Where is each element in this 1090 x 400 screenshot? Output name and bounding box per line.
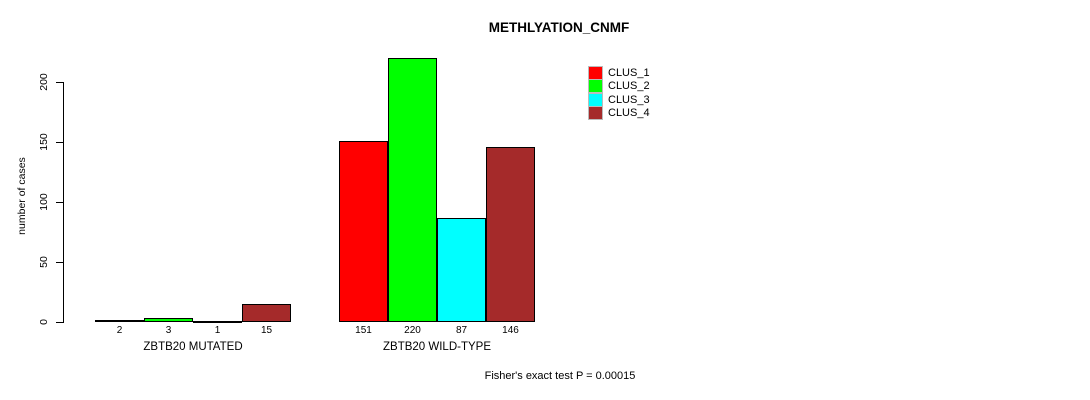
legend-label: CLUS_3	[608, 93, 650, 106]
bar-clus_2-wildtype	[388, 58, 437, 322]
bar-value-label: 2	[116, 325, 123, 336]
legend-swatch	[588, 92, 603, 107]
legend-item-clus_1: CLUS_1	[588, 65, 650, 80]
bar-value-label: 1	[214, 325, 221, 336]
y-tick-label: 100	[38, 193, 50, 211]
legend-label: CLUS_2	[608, 80, 650, 93]
y-tick	[56, 262, 63, 263]
legend-swatch	[588, 79, 603, 94]
legend-item-clus_3: CLUS_3	[588, 92, 650, 107]
group-label: ZBTB20 WILD-TYPE	[383, 341, 491, 353]
legend-label: CLUS_1	[608, 66, 650, 79]
legend-item-clus_4: CLUS_4	[588, 106, 650, 121]
legend-swatch	[588, 106, 603, 121]
bar-value-label: 146	[502, 325, 519, 336]
y-tick-label: 150	[38, 133, 50, 151]
legend-swatch	[588, 65, 603, 80]
y-tick	[56, 202, 63, 203]
bar-value-label: 87	[455, 325, 468, 336]
y-tick	[56, 322, 63, 323]
y-axis-label: number of cases	[16, 157, 28, 235]
legend-item-clus_2: CLUS_2	[588, 79, 650, 94]
bar-clus_3-wildtype	[437, 218, 486, 322]
legend-label: CLUS_4	[608, 107, 650, 120]
bar-clus_1-wildtype	[339, 141, 388, 322]
bar-clus_4-mutated	[242, 304, 291, 322]
chart-title: METHLYATION_CNMF	[488, 20, 630, 35]
bar-clus_3-mutated	[193, 321, 242, 323]
bar-value-label: 15	[260, 325, 273, 336]
bar-clus_1-mutated	[95, 320, 144, 322]
bar-value-label: 151	[355, 325, 372, 336]
y-tick-label: 50	[38, 256, 50, 268]
bar-value-label: 220	[404, 325, 421, 336]
bar-clus_4-wildtype	[486, 147, 535, 322]
y-tick	[56, 142, 63, 143]
bar-value-label: 3	[165, 325, 172, 336]
bar-clus_2-mutated	[144, 318, 193, 322]
y-tick	[56, 82, 63, 83]
y-axis-line	[63, 82, 64, 323]
y-tick-label: 0	[38, 319, 50, 325]
statistical-test-footnote: Fisher's exact test P = 0.00015	[484, 370, 636, 382]
y-tick-label: 200	[38, 73, 50, 91]
group-label: ZBTB20 MUTATED	[143, 341, 243, 353]
